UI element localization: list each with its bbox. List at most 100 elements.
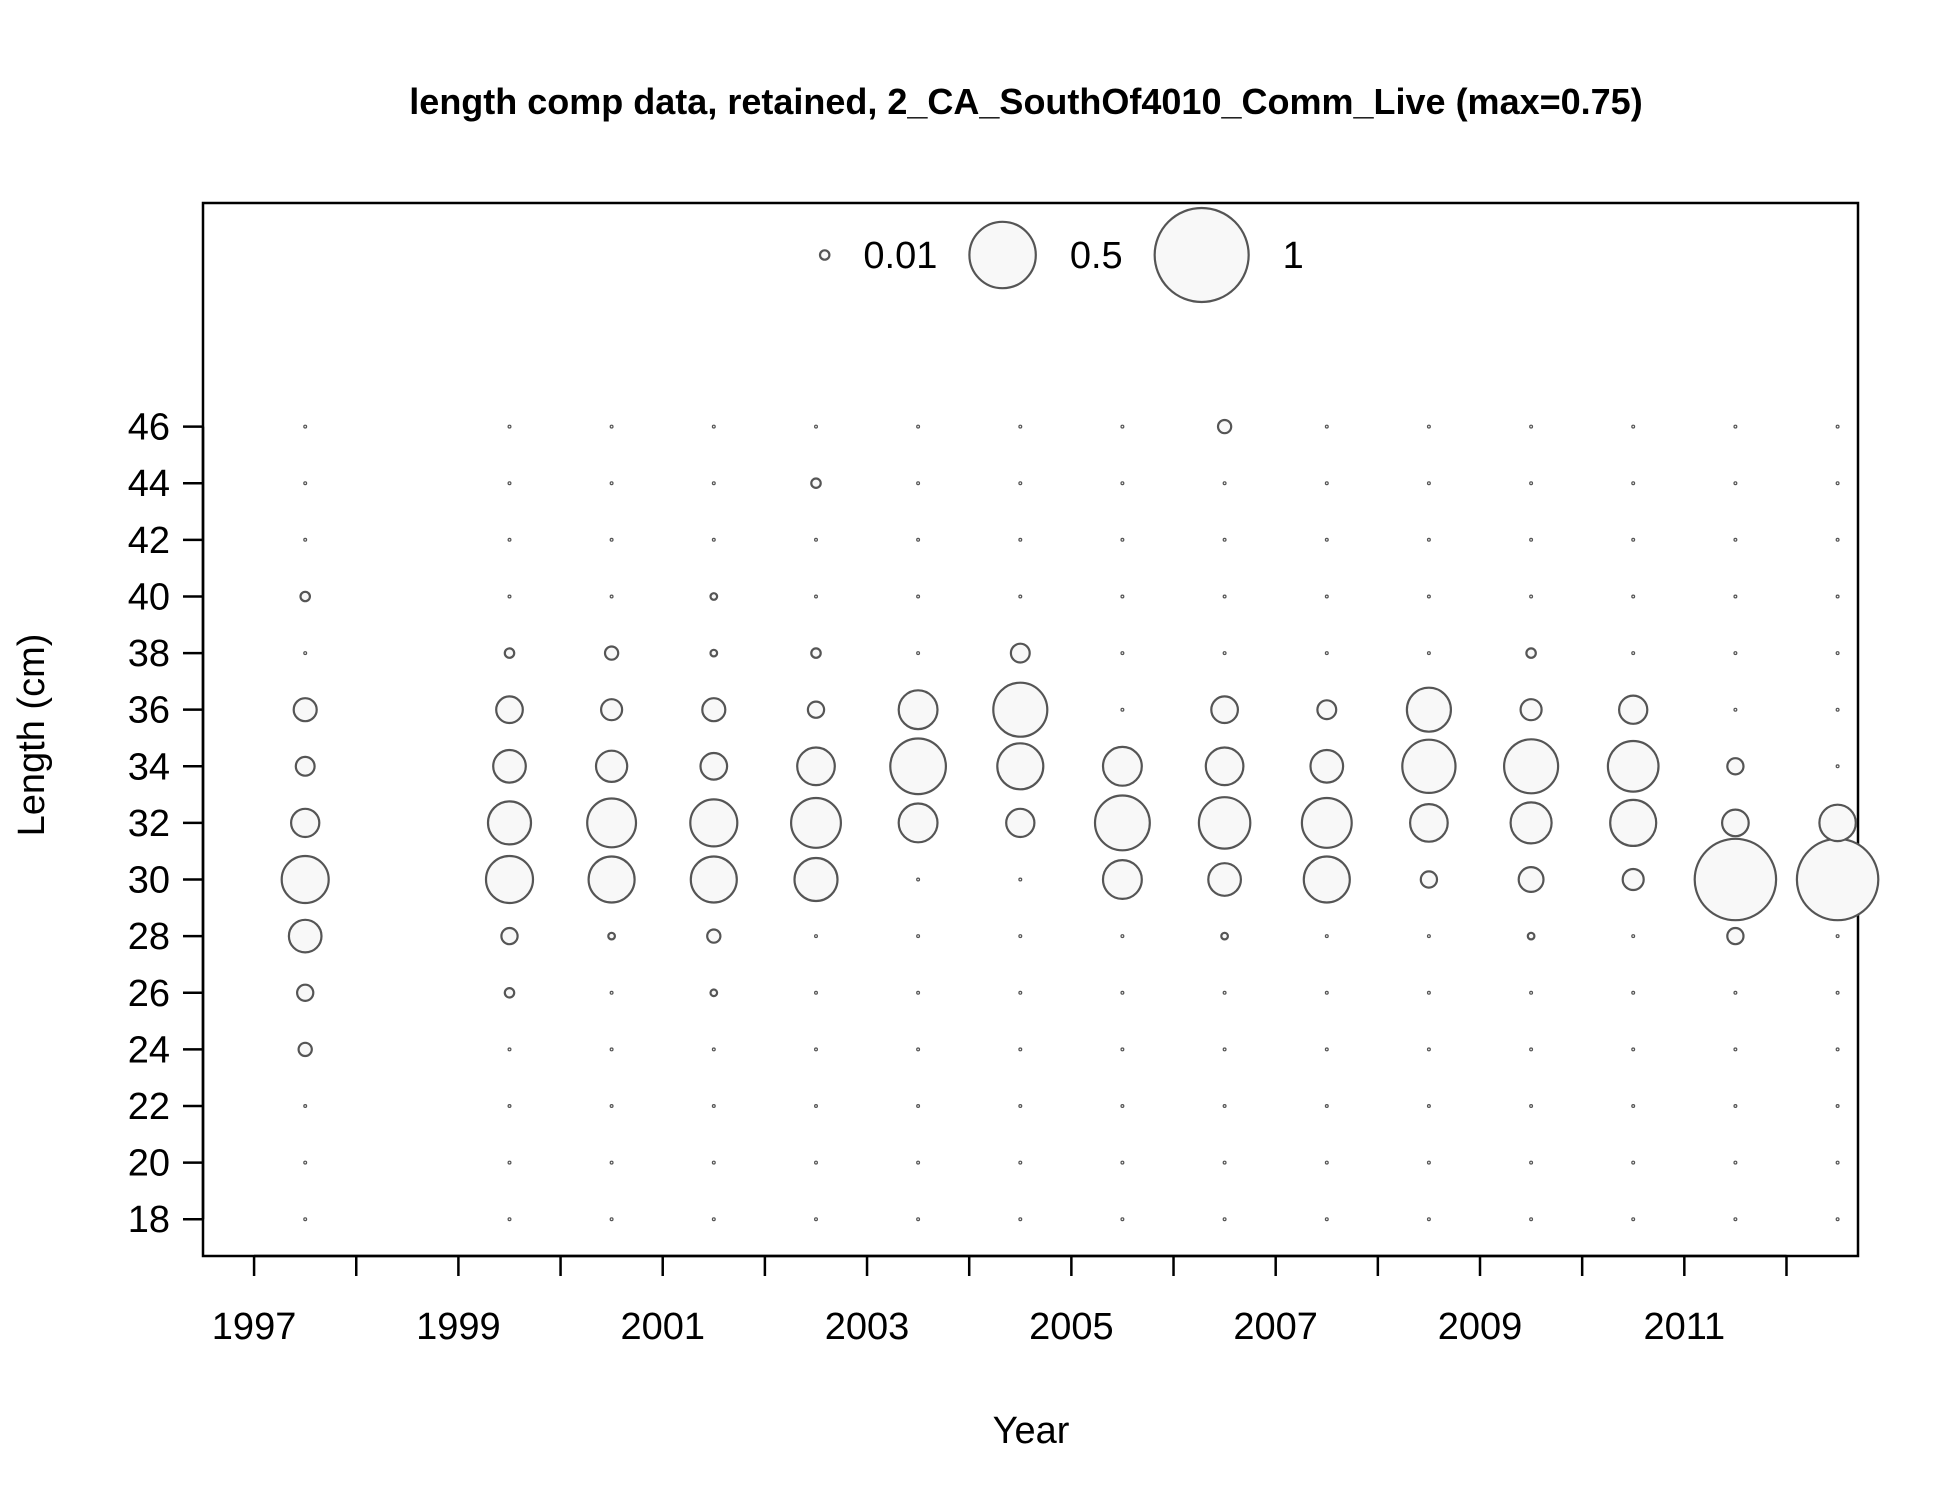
bubble [1529,537,1534,542]
bubble [1835,764,1840,769]
bubble [1222,990,1227,995]
bubble [507,537,512,542]
bubble [1693,837,1778,922]
bubble [1101,858,1143,900]
bubble [1509,801,1553,845]
bubble [1324,424,1329,429]
bubble [1408,803,1449,843]
bubble [1426,537,1431,542]
bubble [1426,1103,1431,1108]
bubble [299,590,311,603]
bubble [916,594,921,599]
bubble [1733,990,1738,995]
bubble [1009,642,1031,664]
bubble [1207,862,1242,897]
bubble [1835,1160,1840,1165]
bubble [609,481,614,486]
bubble [1519,698,1543,722]
bubble [1726,926,1745,946]
bubble [1222,1217,1227,1222]
x-tick-label: 1999 [416,1306,501,1348]
bubble [296,983,315,1003]
x-tick-label: 1997 [212,1306,297,1348]
bubble [1631,481,1636,486]
bubble [609,1160,614,1165]
bubble [1302,855,1351,904]
x-axis-label: Year [993,1410,1070,1452]
bubble [1018,934,1023,939]
bubble [1222,1160,1227,1165]
bubble [810,647,822,659]
bubble [916,877,921,882]
bubble [1835,651,1840,656]
bubble [1426,651,1431,656]
bubble [303,481,308,486]
x-axis: 1997 1999 2001 2003 2005 2007 2009 2011 [212,1254,1788,1348]
bubble [1621,867,1645,892]
bubble [1210,695,1239,725]
bubble [1426,1047,1431,1052]
bubble [1818,803,1857,843]
bubble [1733,1160,1738,1165]
bubble [1631,537,1636,542]
bubble [1324,1217,1329,1222]
bubble [1324,1160,1329,1165]
bubble [709,592,719,601]
bubble [1120,424,1125,429]
bubble [1835,481,1840,486]
bubble [897,802,939,844]
bubble [587,855,636,904]
bubble [1426,481,1431,486]
bubble [1222,651,1227,656]
bubble [1529,1217,1534,1222]
bubble [711,537,716,542]
bubble [303,1160,308,1165]
bubble [1005,807,1036,839]
bubble [1631,1160,1636,1165]
bubble [1324,934,1329,939]
bubble [810,477,822,489]
bubble [1606,739,1660,793]
chart-title: length comp data, retained, 2_CA_SouthOf… [409,81,1642,122]
bubble [1216,418,1233,435]
y-tick-label: 40 [128,576,170,618]
bubble [507,1047,512,1052]
bubble [689,798,739,848]
bubble [1526,931,1536,941]
bubble [603,645,620,661]
bubble [1631,1103,1636,1108]
bubble [813,1103,818,1108]
bubble [1835,990,1840,995]
y-tick-label: 34 [128,746,170,788]
bubble [789,796,842,849]
bubble [701,697,727,723]
bubble [1733,1217,1738,1222]
bubble [1419,870,1439,889]
bubble [1018,1160,1023,1165]
bubble [609,1047,614,1052]
bubble [897,689,939,731]
bubble [1835,707,1840,712]
bubble [287,918,323,954]
bubble [1324,990,1329,995]
bubble [303,651,308,656]
bubble [292,697,318,723]
bubble [1120,1160,1125,1165]
bubble [1529,424,1534,429]
bubble [1835,1103,1840,1108]
bubble [1300,796,1353,849]
bubble [609,424,614,429]
bubble [1120,594,1125,599]
y-tick-label: 24 [128,1029,170,1071]
bubble [1733,594,1738,599]
bubble [586,797,638,849]
bubble [1529,594,1534,599]
bubble [1631,594,1636,599]
bubble [1222,481,1227,486]
bubble [1835,594,1840,599]
bubble [711,424,716,429]
bubble [1525,647,1537,659]
bubble [796,746,836,787]
bubble [1835,537,1840,542]
bubble [609,1103,614,1108]
